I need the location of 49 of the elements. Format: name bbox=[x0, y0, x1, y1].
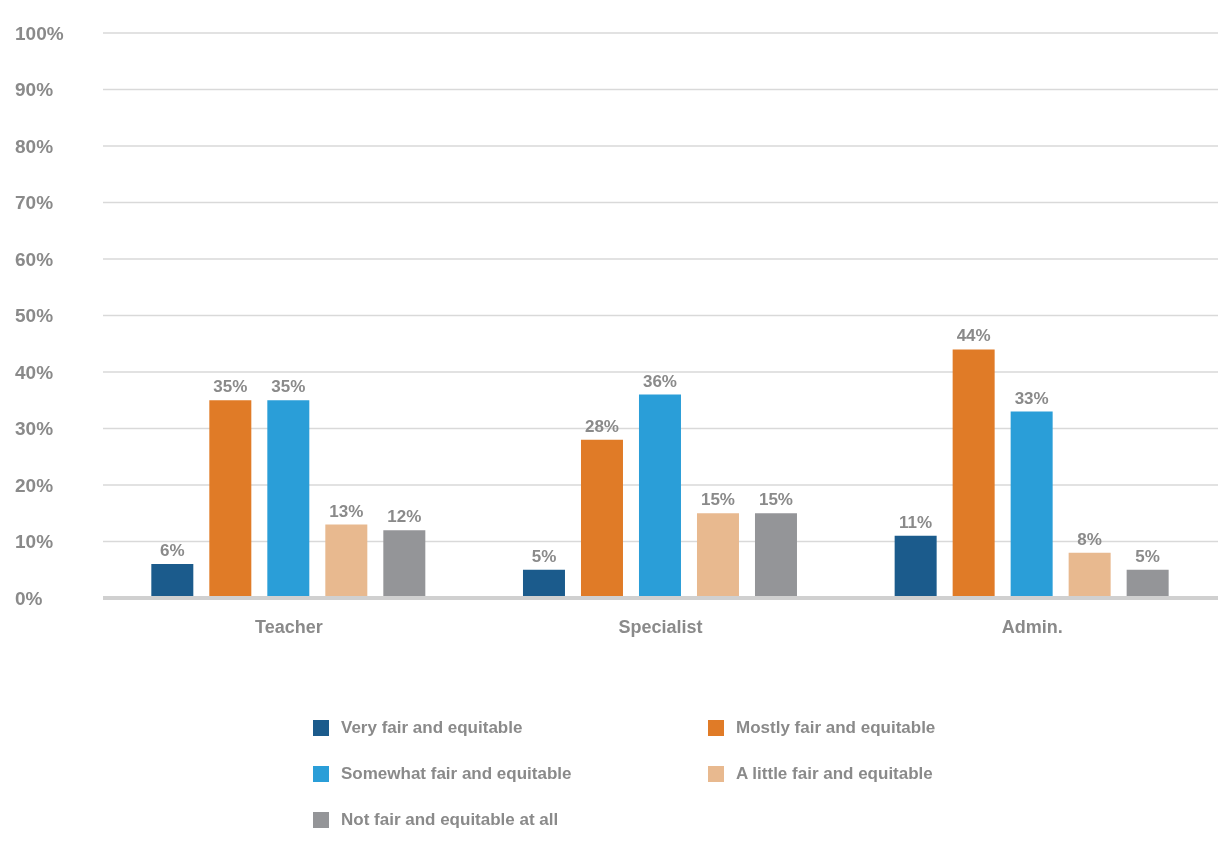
legend-label: Not fair and equitable at all bbox=[341, 810, 559, 830]
y-tick-label: 50% bbox=[15, 305, 54, 327]
y-tick-label: 20% bbox=[15, 474, 54, 496]
data-label: 15% bbox=[758, 490, 793, 510]
bar bbox=[209, 400, 252, 598]
bar bbox=[1010, 411, 1053, 598]
y-tick-label: 10% bbox=[15, 531, 54, 553]
legend-label: A little fair and equitable bbox=[736, 764, 933, 784]
y-tick-label: 0% bbox=[15, 587, 43, 609]
x-tick-label: Teacher bbox=[254, 616, 323, 637]
y-tick-label: 70% bbox=[15, 192, 54, 214]
bar bbox=[952, 349, 995, 598]
data-label: 6% bbox=[160, 541, 185, 561]
y-tick-label: 40% bbox=[15, 361, 54, 383]
data-label: 36% bbox=[642, 371, 677, 391]
bar bbox=[638, 394, 681, 598]
bar bbox=[1126, 569, 1169, 598]
bar bbox=[383, 530, 426, 598]
y-tick-label: 100% bbox=[15, 22, 64, 44]
data-label: 35% bbox=[271, 377, 306, 397]
data-label: 35% bbox=[213, 377, 248, 397]
data-label: 15% bbox=[700, 490, 735, 510]
y-tick-label: 80% bbox=[15, 135, 54, 157]
bar bbox=[267, 400, 310, 598]
data-label: 12% bbox=[387, 507, 422, 527]
bar bbox=[522, 569, 565, 598]
data-label: 13% bbox=[329, 501, 364, 521]
x-tick-label: Admin. bbox=[1001, 616, 1063, 637]
data-label: 28% bbox=[584, 416, 619, 436]
legend-label: Somewhat fair and equitable bbox=[341, 764, 572, 784]
data-label: 5% bbox=[531, 546, 557, 566]
y-tick-label: 90% bbox=[15, 79, 54, 101]
bar bbox=[754, 513, 797, 598]
data-label: 44% bbox=[956, 326, 991, 346]
y-tick-label: 30% bbox=[15, 418, 54, 440]
data-label: 11% bbox=[899, 512, 933, 532]
bar bbox=[325, 524, 368, 598]
legend-label: Mostly fair and equitable bbox=[736, 718, 936, 738]
y-tick-label: 60% bbox=[15, 248, 54, 270]
bar bbox=[151, 564, 194, 598]
data-label: 5% bbox=[1135, 546, 1160, 566]
bar bbox=[1068, 552, 1111, 598]
bar bbox=[580, 439, 623, 598]
bar bbox=[894, 535, 937, 598]
data-label: 33% bbox=[1014, 388, 1049, 408]
x-tick-label: Specialist bbox=[618, 616, 703, 637]
legend-label: Very fair and equitable bbox=[341, 718, 523, 738]
bar bbox=[696, 513, 739, 598]
data-label: 8% bbox=[1077, 529, 1102, 549]
